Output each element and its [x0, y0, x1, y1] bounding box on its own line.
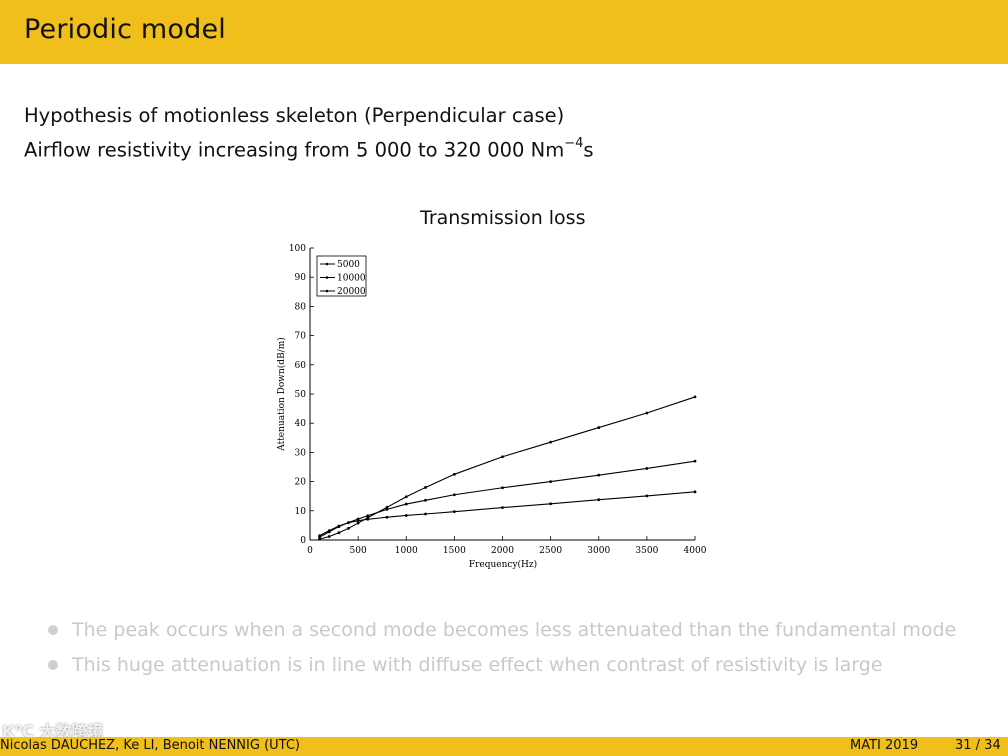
- y-tick-label: 60: [295, 361, 307, 371]
- x-tick-label: 1000: [395, 546, 418, 556]
- series-point-20000: [452, 510, 456, 514]
- legend-label-5000: 5000: [337, 260, 360, 270]
- bullet-list: The peak occurs when a second mode becom…: [48, 616, 956, 686]
- x-tick-label: 2500: [539, 546, 562, 556]
- x-tick-label: 500: [350, 546, 367, 556]
- y-tick-label: 0: [300, 536, 306, 546]
- y-tick-label: 70: [295, 332, 307, 342]
- bullet-icon: [48, 660, 58, 670]
- series-point-10000: [385, 507, 389, 511]
- series-point-5000: [327, 535, 331, 538]
- x-tick-label: 3500: [635, 546, 658, 556]
- series-point-5000: [549, 440, 553, 444]
- legend-marker-5000: [325, 262, 329, 266]
- series-point-5000: [347, 526, 350, 530]
- bullet-item: This huge attenuation is in line with di…: [48, 651, 956, 686]
- series-point-10000: [597, 473, 601, 477]
- series-point-20000: [424, 512, 427, 516]
- x-tick-label: 4000: [684, 546, 707, 556]
- footer-authors: Nicolas DAUCHEZ, Ke LI, Benoit NENNIG (U…: [0, 738, 300, 753]
- bullet-item: The peak occurs when a second mode becom…: [48, 616, 956, 651]
- series-point-10000: [424, 498, 427, 502]
- series-point-5000: [693, 395, 697, 399]
- series-point-20000: [645, 494, 649, 498]
- x-tick-label: 0: [307, 546, 313, 556]
- resistivity-unit-tail: s: [583, 138, 594, 162]
- chart-axes: 0 500 1000 1500 2000 2500 3000 3500 4000 0 10 20 30 4…: [289, 244, 707, 556]
- series-point-10000: [366, 514, 370, 518]
- y-tick-label: 90: [295, 273, 307, 283]
- series-point-10000: [452, 493, 456, 497]
- series-point-20000: [327, 529, 331, 533]
- transmission-loss-chart: 0 500 1000 1500 2000 2500 3000 3500 4000 0 10 20 30 4…: [276, 244, 707, 570]
- series-point-10000: [693, 459, 697, 463]
- series-point-10000: [549, 480, 553, 483]
- series-line-10000: [319, 460, 696, 538]
- legend-label-20000: 20000: [337, 287, 366, 297]
- series-point-5000: [424, 486, 427, 489]
- series-point-5000: [452, 472, 456, 476]
- y-tick-label: 80: [295, 302, 307, 312]
- hypothesis-line: Hypothesis of motionless skeleton (Perpe…: [24, 104, 565, 127]
- y-axis-label: Attenuation Down(dB/m): [276, 337, 287, 452]
- series-point-20000: [347, 521, 350, 525]
- series-point-10000: [404, 502, 408, 506]
- chart-legend: 5000 10000 20000: [316, 255, 367, 297]
- series-point-5000: [385, 505, 389, 509]
- slide-footer: Nicolas DAUCHEZ, Ke LI, Benoit NENNIG (U…: [0, 737, 1008, 756]
- series-line-5000: [319, 396, 696, 540]
- x-tick-label: 3000: [587, 546, 610, 556]
- y-tick-label: 10: [295, 507, 307, 517]
- chart-title: Transmission loss: [420, 207, 586, 229]
- y-tick-label: 50: [295, 390, 307, 400]
- series-point-10000: [645, 467, 649, 470]
- series-point-20000: [337, 524, 341, 528]
- series-point-20000: [356, 519, 360, 523]
- watermark-logo: K℃ 大数跨境: [2, 722, 104, 741]
- series-point-20000: [501, 506, 504, 509]
- series-point-20000: [693, 490, 697, 494]
- series-point-20000: [318, 534, 322, 538]
- footer-page-number: 31 / 34: [955, 738, 1001, 753]
- series-point-5000: [597, 426, 601, 429]
- series-point-5000: [404, 495, 408, 499]
- chart-series: [318, 395, 697, 541]
- series-point-10000: [501, 486, 504, 490]
- series-point-20000: [366, 517, 370, 521]
- series-point-5000: [356, 521, 360, 525]
- legend-marker-10000: [325, 276, 329, 279]
- series-point-20000: [549, 502, 553, 506]
- series-point-5000: [501, 455, 504, 459]
- bullet-text: The peak occurs when a second mode becom…: [72, 619, 957, 641]
- x-tick-label: 2000: [491, 546, 514, 556]
- y-tick-label: 40: [295, 419, 307, 429]
- legend-label-10000: 10000: [337, 274, 366, 284]
- x-axis-label: Frequency(Hz): [469, 559, 537, 570]
- bullet-icon: [48, 625, 58, 635]
- series-point-5000: [318, 537, 322, 541]
- resistivity-line: Airflow resistivity increasing from 5 00…: [24, 136, 594, 162]
- resistivity-text: Airflow resistivity increasing from 5 00…: [24, 138, 565, 162]
- series-point-20000: [597, 498, 601, 502]
- slide-title: Periodic model: [24, 14, 226, 45]
- slide-header: Periodic model: [0, 0, 1008, 64]
- series-point-20000: [404, 514, 408, 517]
- y-tick-label: 30: [295, 448, 307, 458]
- footer-conference: MATI 2019: [850, 738, 919, 753]
- x-tick-label: 1500: [443, 546, 466, 556]
- legend-box: [316, 255, 367, 297]
- series-point-20000: [385, 515, 389, 519]
- legend-marker-20000: [325, 289, 329, 293]
- y-tick-label: 20: [295, 478, 307, 488]
- bullet-text: This huge attenuation is in line with di…: [72, 654, 883, 676]
- y-tick-label: 100: [289, 244, 306, 254]
- resistivity-exponent: −4: [564, 136, 584, 151]
- series-point-5000: [645, 411, 649, 415]
- series-point-5000: [337, 531, 341, 535]
